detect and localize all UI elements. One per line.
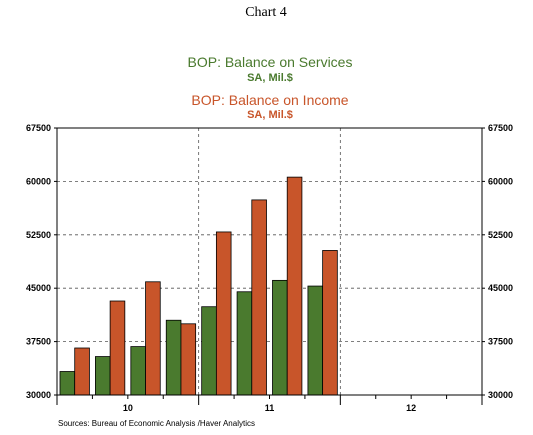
axis-ticks [54, 127, 485, 405]
legend-income-name: BOP: Balance on Income [191, 92, 348, 108]
bar-income [251, 199, 267, 396]
bar-services [236, 291, 253, 396]
legend-income-unit: SA, Mil.$ [247, 109, 293, 121]
grid-lines [57, 128, 482, 395]
bar-income [180, 323, 197, 396]
bar-income [322, 250, 338, 396]
y-tick-label-right: 37500 [488, 337, 513, 347]
x-year-label: 10 [123, 403, 133, 413]
bar-services [59, 371, 76, 396]
page-title: Chart 4 [245, 5, 287, 20]
source-note: Sources: Bureau of Economic Analysis /Ha… [58, 419, 255, 428]
y-tick-label-left: 30000 [26, 390, 51, 400]
y-tick-label-right: 30000 [488, 390, 513, 400]
x-year-label: 11 [265, 403, 275, 413]
bar-services [165, 319, 182, 396]
bar-services [201, 306, 217, 396]
bar-income [286, 176, 303, 396]
y-tick-label-left: 60000 [26, 176, 51, 186]
bar-services [272, 279, 288, 396]
x-year-label: 12 [406, 403, 416, 413]
bar-services [307, 285, 324, 396]
y-tick-label-right: 60000 [488, 176, 513, 186]
bar-income [145, 281, 161, 396]
y-tick-label-left: 37500 [26, 337, 51, 347]
y-tick-label-left: 67500 [26, 123, 51, 133]
bars [59, 176, 338, 396]
y-tick-label-right: 67500 [488, 123, 513, 133]
bar-services [95, 356, 111, 396]
bar-income [215, 231, 232, 396]
y-tick-label-left: 45000 [26, 283, 51, 293]
y-tick-label-left: 52500 [26, 230, 51, 240]
bar-income [74, 347, 90, 396]
legend-services-name: BOP: Balance on Services [188, 54, 353, 70]
bar-income [109, 300, 126, 396]
legend-services-unit: SA, Mil.$ [247, 72, 293, 84]
y-tick-label-right: 52500 [488, 230, 513, 240]
bar-services [130, 346, 146, 396]
y-tick-label-right: 45000 [488, 283, 513, 293]
axis-labels: 30000 30000 37500 37500 45000 45000 52500 52500… [26, 123, 513, 413]
